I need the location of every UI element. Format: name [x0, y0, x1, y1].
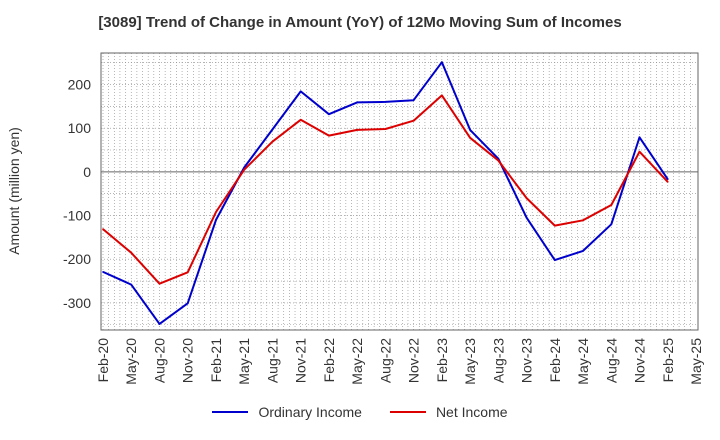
y-tick-labels: -300 -200 -100 0 100 200	[63, 76, 91, 310]
plot-background	[101, 53, 698, 330]
x-tick-label: May-23	[462, 338, 478, 385]
data-point	[102, 228, 104, 230]
data-point	[271, 128, 274, 131]
x-tick-label: Nov-21	[293, 338, 309, 383]
legend-swatch-net-income	[389, 411, 426, 413]
data-point	[412, 119, 415, 122]
data-point	[215, 211, 217, 213]
data-point	[328, 113, 330, 115]
x-tick-label: Nov-20	[180, 338, 196, 383]
data-point	[243, 166, 245, 169]
data-point	[469, 136, 471, 139]
data-point	[130, 283, 133, 286]
x-tick-label: Aug-22	[377, 338, 393, 383]
x-tick-label: Feb-23	[434, 338, 450, 383]
data-point	[158, 282, 161, 285]
data-point	[525, 216, 528, 219]
y-tick-label: 100	[68, 120, 92, 136]
y-tick-label: -100	[63, 208, 91, 224]
legend: Ordinary Income Net Income	[0, 404, 720, 420]
data-point	[610, 204, 613, 206]
data-point	[328, 134, 330, 137]
data-point	[271, 140, 274, 143]
data-point	[299, 90, 302, 93]
x-tick-label: May-22	[349, 338, 365, 385]
data-point	[158, 323, 161, 325]
data-point	[130, 251, 133, 254]
data-point	[102, 271, 104, 273]
y-axis-label: Amount (million yen)	[6, 127, 22, 255]
x-tick-label: Aug-24	[603, 338, 619, 383]
x-tick-label: Nov-22	[406, 338, 422, 383]
horizontal-gridlines	[101, 62, 698, 326]
chart-title: [3089] Trend of Change in Amount (YoY) o…	[98, 14, 622, 31]
data-point	[215, 219, 217, 221]
legend-swatch-ordinary-income	[212, 411, 249, 413]
x-tick-labels: Feb-20 May-20 Aug-20 Nov-20 Feb-21 May-21 Aug-…	[95, 338, 704, 385]
x-tick-label: Feb-24	[547, 338, 563, 383]
data-point	[441, 94, 443, 97]
x-tick-label: Feb-22	[321, 338, 337, 383]
x-tick-label: Feb-25	[660, 338, 676, 383]
data-point	[384, 101, 387, 103]
data-point	[638, 136, 641, 139]
data-point	[497, 159, 500, 162]
y-tick-label: 200	[68, 76, 92, 92]
data-point	[186, 271, 189, 274]
legend-item-net-income: Net Income	[389, 404, 508, 420]
data-point	[469, 129, 471, 131]
data-point	[638, 150, 641, 153]
data-point	[299, 119, 302, 121]
data-point	[356, 129, 358, 131]
x-tick-label: Aug-23	[490, 338, 506, 383]
vertical-gridlines	[102, 53, 691, 330]
x-tick-label: Nov-24	[632, 338, 648, 383]
y-tick-label: -200	[63, 251, 91, 267]
x-tick-label: May-21	[236, 338, 252, 385]
x-tick-label: May-25	[688, 338, 704, 385]
x-tick-label: Feb-20	[95, 338, 111, 383]
y-tick-label: -300	[63, 295, 91, 311]
legend-label-ordinary-income: Ordinary Income	[258, 404, 362, 420]
data-point	[610, 223, 613, 226]
data-point	[356, 101, 358, 104]
data-point	[441, 61, 443, 63]
series-layer	[102, 61, 669, 325]
data-point	[243, 168, 245, 171]
x-tick-label: Feb-21	[208, 338, 224, 383]
data-point	[582, 219, 584, 222]
legend-label-net-income: Net Income	[435, 404, 508, 420]
legend-item-ordinary-income: Ordinary Income	[212, 404, 362, 420]
data-point	[666, 178, 669, 181]
data-point	[554, 259, 556, 261]
data-point	[525, 197, 528, 199]
data-point	[666, 181, 669, 183]
x-tick-label: Aug-21	[264, 338, 280, 383]
data-point	[384, 128, 387, 130]
plot-frame	[100, 52, 699, 331]
data-point	[186, 302, 189, 305]
data-point	[582, 250, 584, 252]
y-tick-label: 0	[83, 164, 91, 180]
x-tick-label: Nov-23	[519, 338, 535, 383]
data-point	[412, 99, 415, 101]
x-tick-label: May-24	[575, 338, 591, 385]
x-tick-label: Aug-20	[151, 338, 167, 383]
x-tick-label: May-20	[123, 338, 139, 385]
data-point	[554, 224, 556, 227]
